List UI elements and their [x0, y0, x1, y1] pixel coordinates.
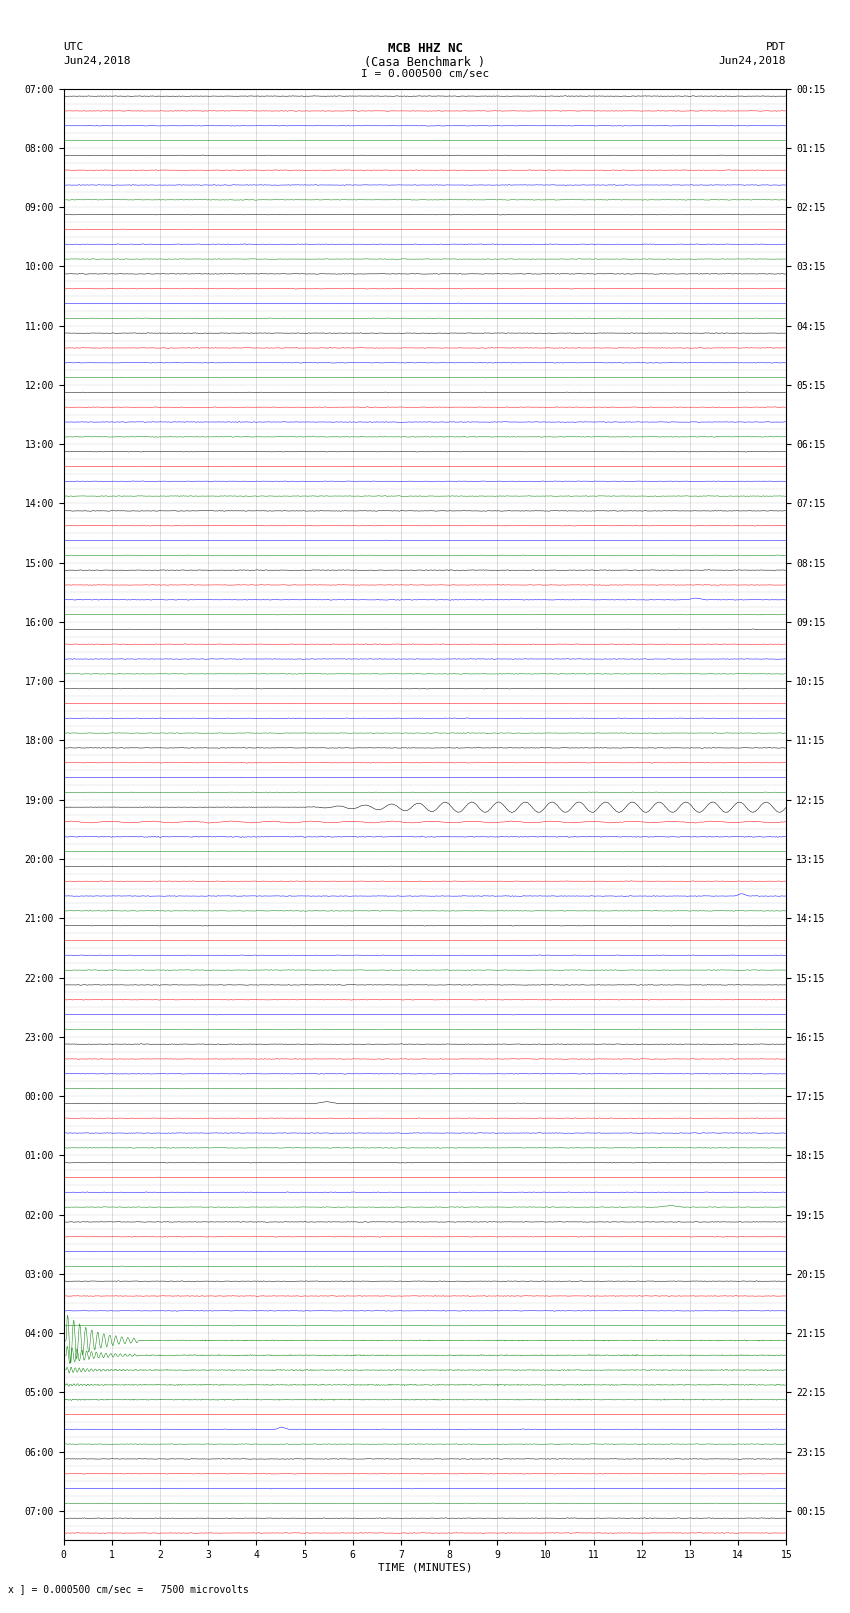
Text: (Casa Benchmark ): (Casa Benchmark )	[365, 56, 485, 69]
Text: MCB HHZ NC: MCB HHZ NC	[388, 42, 462, 55]
Text: I = 0.000500 cm/sec: I = 0.000500 cm/sec	[361, 69, 489, 79]
Text: Jun24,2018: Jun24,2018	[64, 56, 131, 66]
Text: PDT: PDT	[766, 42, 786, 52]
Text: UTC: UTC	[64, 42, 84, 52]
Text: Jun24,2018: Jun24,2018	[719, 56, 786, 66]
X-axis label: TIME (MINUTES): TIME (MINUTES)	[377, 1563, 473, 1573]
Text: x ] = 0.000500 cm/sec =   7500 microvolts: x ] = 0.000500 cm/sec = 7500 microvolts	[8, 1584, 249, 1594]
